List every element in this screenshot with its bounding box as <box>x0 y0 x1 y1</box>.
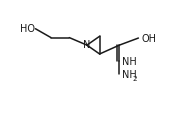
Text: NH: NH <box>122 57 137 66</box>
Text: OH: OH <box>141 34 156 44</box>
Text: NH: NH <box>122 70 137 80</box>
Text: HO: HO <box>20 24 35 34</box>
Text: N: N <box>82 40 90 50</box>
Text: 2: 2 <box>132 76 137 82</box>
